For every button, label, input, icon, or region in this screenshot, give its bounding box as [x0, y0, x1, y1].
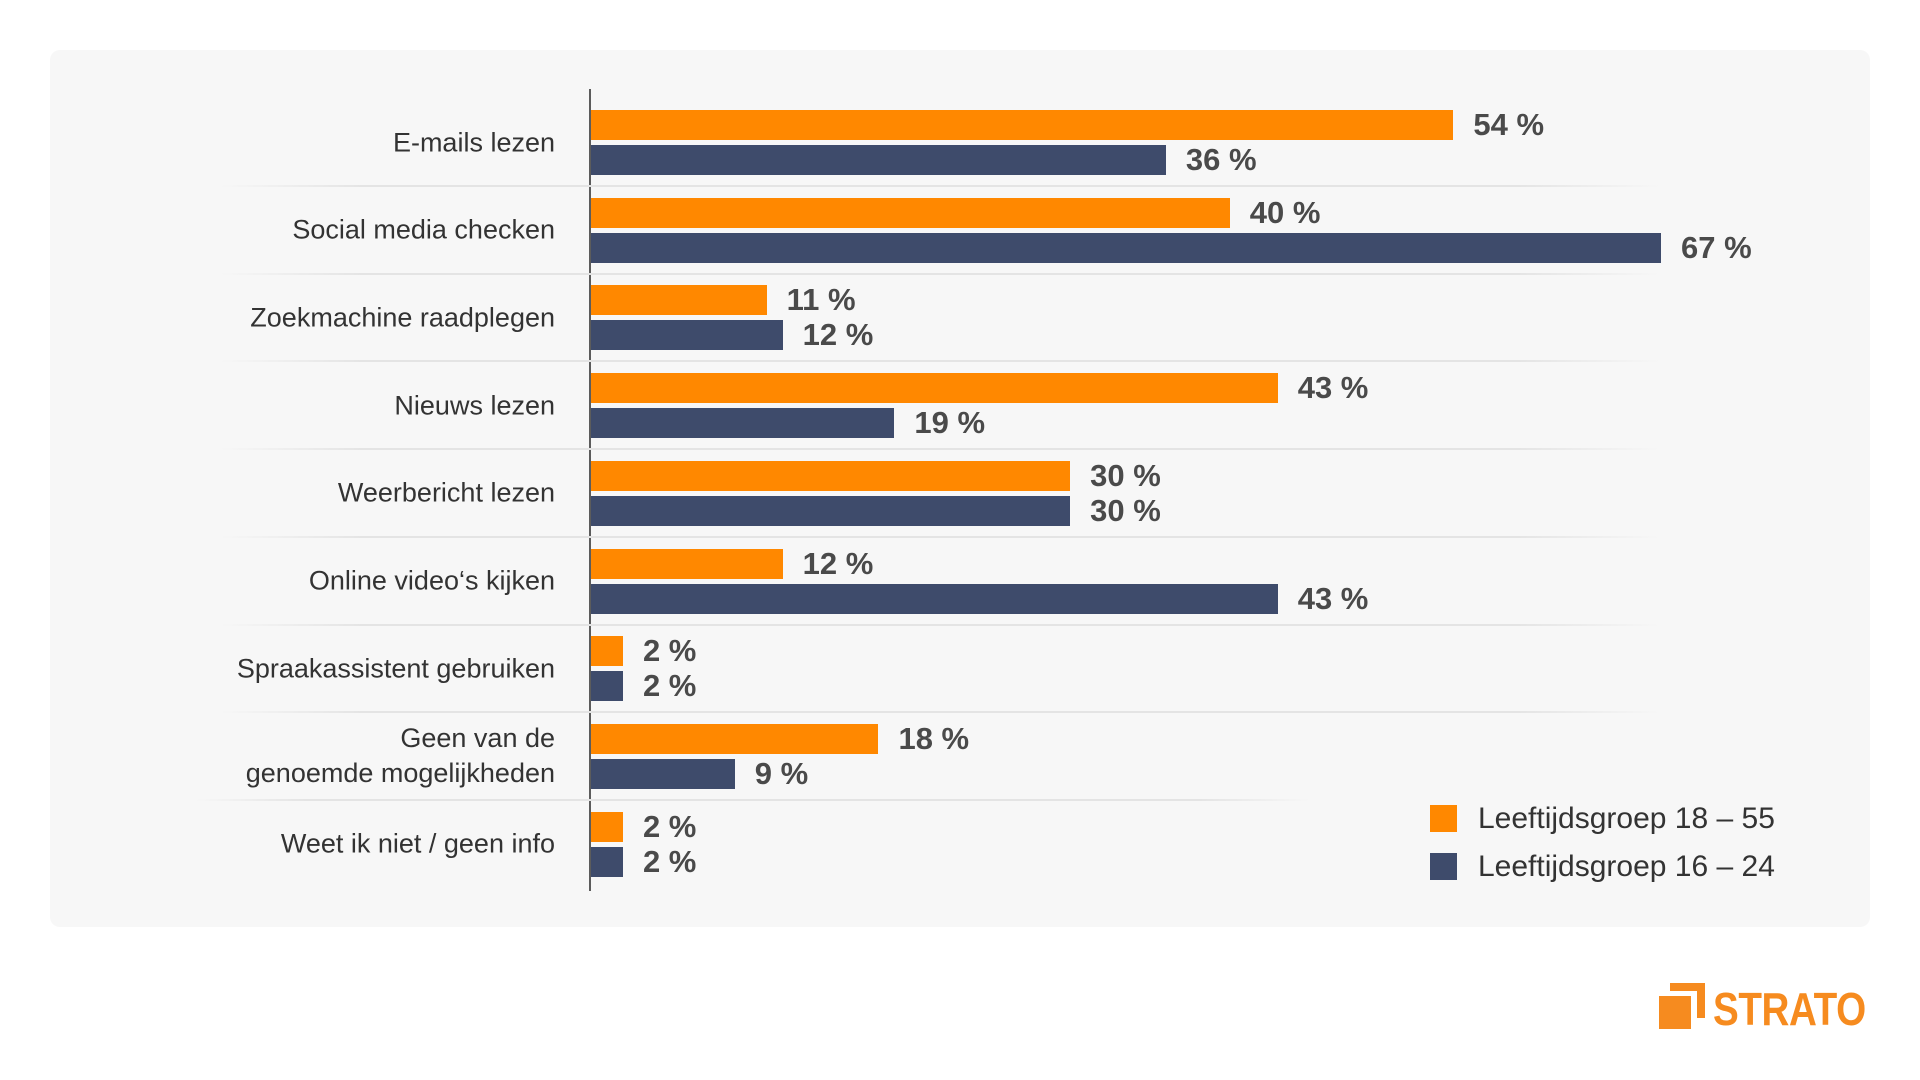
row-separator	[196, 798, 1310, 801]
value-label: 43 %	[1297, 580, 1369, 616]
row-separator	[220, 623, 1660, 626]
row-separator	[220, 448, 1660, 451]
bar-series-2	[591, 232, 1661, 263]
value-label: 2 %	[642, 633, 697, 669]
value-label: 54 %	[1473, 107, 1545, 142]
value-label: 36 %	[1185, 142, 1257, 177]
category-label: Geen van de genoemde mogelijkheden	[245, 723, 555, 789]
row-separator	[220, 360, 1660, 363]
bar-series-1	[591, 811, 623, 842]
value-label: 12 %	[802, 545, 874, 581]
value-label: 19 %	[914, 405, 986, 441]
bar-series-1	[591, 110, 1454, 140]
bar-series-1	[591, 373, 1278, 404]
category-label: Nieuws lezen	[394, 390, 555, 421]
category-label: Social media checken	[292, 214, 555, 245]
bar-series-2	[591, 671, 623, 702]
value-label: 43 %	[1297, 370, 1369, 406]
value-label: 9 %	[754, 755, 809, 791]
bar-series-1	[591, 548, 783, 579]
bar-series-2	[591, 320, 783, 351]
strato-logo-text: STRATO	[1713, 983, 1866, 1035]
category-label: Weerbericht lezen	[337, 477, 555, 508]
value-label: 30 %	[1090, 492, 1161, 528]
bar-series-1	[591, 636, 623, 667]
value-label: 11 %	[786, 282, 856, 318]
bar-series-2	[591, 758, 735, 789]
value-label: 30 %	[1090, 457, 1161, 493]
bar-series-2	[591, 846, 623, 877]
legend-label-16-24: Leeftijdsgroep 16 – 24	[1478, 850, 1775, 883]
value-label: 2 %	[642, 808, 697, 844]
strato-logo-icon	[1659, 983, 1705, 1029]
bar-series-2	[591, 145, 1166, 175]
legend-swatch-18-55	[1430, 805, 1457, 832]
bar-series-1	[591, 285, 767, 316]
bar-series-2	[591, 408, 895, 439]
category-label: Zoekmachine raadplegen	[250, 302, 555, 333]
category-label: Online video‘s kijken	[308, 565, 555, 596]
row-separator	[220, 185, 1660, 187]
bar-series-1	[591, 197, 1230, 228]
value-label: 12 %	[802, 317, 874, 353]
legend-swatch-16-24	[1430, 853, 1457, 880]
row-separator	[220, 272, 1660, 275]
value-label: 2 %	[642, 843, 697, 879]
category-axis-line	[589, 89, 591, 891]
value-label: 67 %	[1680, 229, 1752, 265]
bar-series-2	[591, 495, 1071, 526]
legend-label-18-55: Leeftijdsgroep 18 – 55	[1478, 802, 1775, 835]
row-separator	[220, 711, 1660, 714]
category-label: E-mails lezen	[392, 127, 555, 157]
value-label: 2 %	[642, 668, 697, 704]
bar-series-1	[591, 723, 879, 754]
category-label: Weet ik niet / geen info	[280, 828, 555, 859]
value-label: 40 %	[1249, 194, 1321, 230]
value-label: 18 %	[898, 720, 970, 756]
row-separator	[220, 535, 1660, 538]
category-label: Spraakassistent gebruiken	[236, 653, 555, 684]
bar-series-1	[591, 460, 1071, 491]
bar-series-2	[591, 583, 1278, 614]
